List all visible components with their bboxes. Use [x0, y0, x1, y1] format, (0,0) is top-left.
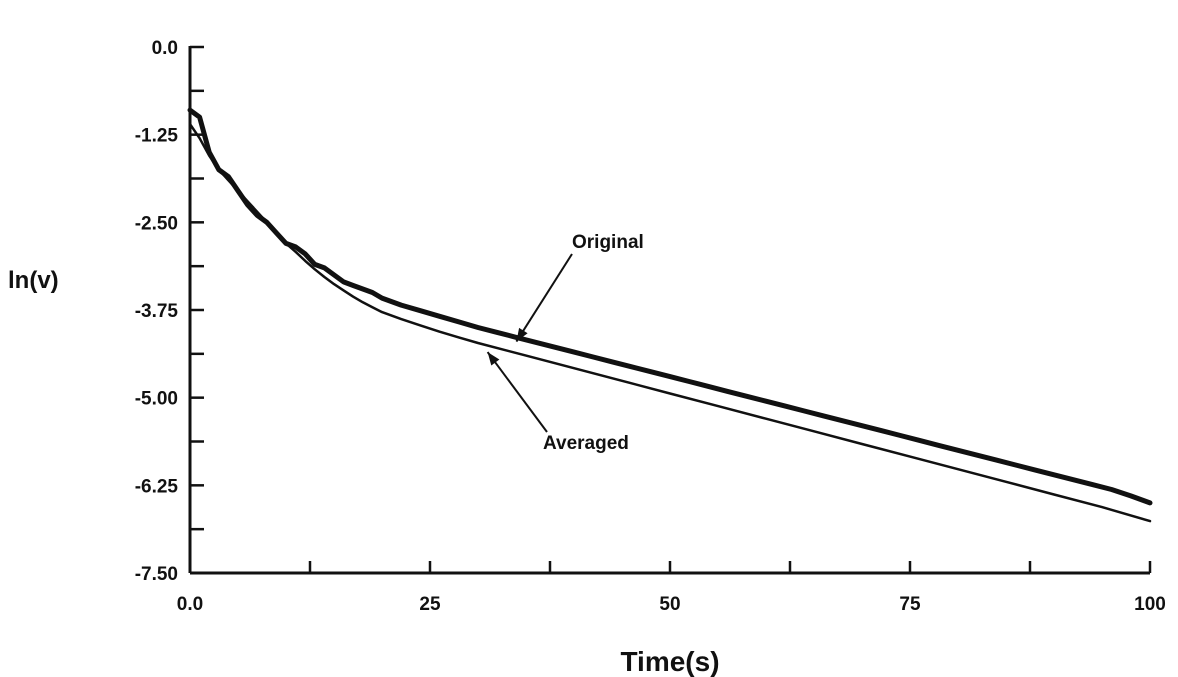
annotation-arrowhead: [516, 327, 528, 342]
annotation-arrowhead: [487, 352, 500, 366]
annotation-layer: Original Averaged: [486, 232, 644, 454]
series-line-original: [187, 107, 1153, 506]
x-tick-label: 75: [899, 594, 921, 615]
annotation-label-original: Original: [572, 232, 644, 253]
x-tick-label: 50: [659, 594, 680, 615]
series-layer: [187, 107, 1153, 523]
axes: [188, 46, 1150, 575]
y-tick-label: -6.25: [135, 476, 179, 497]
annotation-arrow: [486, 351, 548, 433]
x-tick-label: 100: [1134, 594, 1166, 615]
y-tick-label: -1.25: [135, 126, 179, 147]
series-line-averaged: [188, 122, 1152, 523]
y-tick-label: -7.50: [135, 564, 178, 585]
x-tick-label: 0.0: [177, 594, 203, 615]
y-tick-label: -3.75: [135, 301, 179, 322]
x-axis-label: Time(s): [620, 646, 719, 677]
y-tick-label: 0.0: [152, 38, 178, 59]
x-ticks: 0.0 25 50 75 100: [177, 561, 1166, 615]
y-axis-label: ln(v): [8, 267, 59, 294]
y-ticks: 0.0 -1.25 -2.50 -3.75 -5.00 -6.25 -7.50: [135, 38, 204, 585]
y-tick-label: -2.50: [135, 213, 178, 234]
annotation-arrow: [515, 253, 573, 343]
annotation-label-averaged: Averaged: [543, 433, 629, 454]
x-tick-label: 25: [419, 594, 441, 615]
y-tick-label: -5.00: [135, 389, 178, 410]
